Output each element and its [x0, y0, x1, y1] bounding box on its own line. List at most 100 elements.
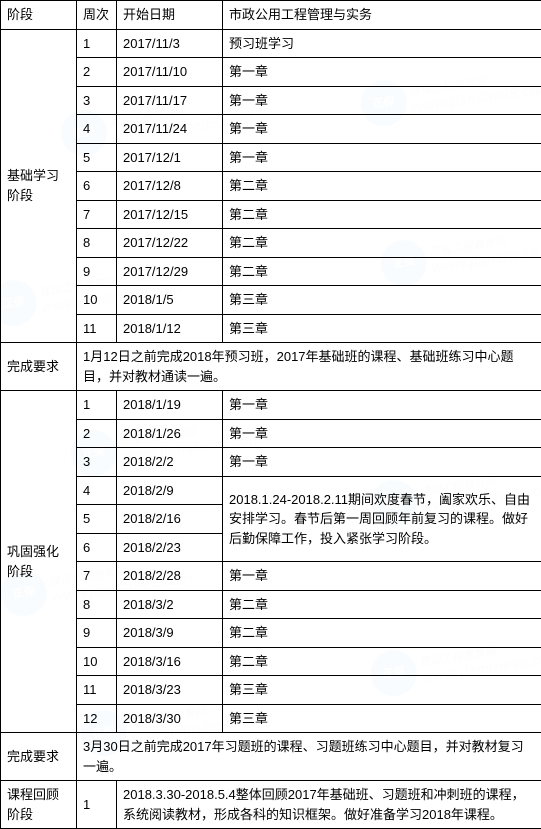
table-row: 22017/11/10第一章 — [1, 58, 541, 87]
content-cell: 第一章 — [223, 448, 541, 477]
date-cell: 2018/1/26 — [117, 419, 223, 448]
stage-name: 基础学习阶段 — [1, 29, 77, 343]
requirement-row: 完成要求3月30日之前完成2017年习题班的课程、习题班练习中心题目，并对教材复… — [1, 733, 541, 781]
content-cell: 第一章 — [223, 143, 541, 172]
content-cell: 第三章 — [223, 314, 541, 343]
content-cell: 第二章 — [223, 590, 541, 619]
table-row: 32017/11/17第一章 — [1, 86, 541, 115]
date-cell: 2017/12/15 — [117, 200, 223, 229]
date-cell: 2018/2/2 — [117, 448, 223, 477]
content-cell: 第一章 — [223, 86, 541, 115]
content-cell: 第一章 — [223, 562, 541, 591]
table-row: 课程回顾阶段12018.3.30-2018.5.4整体回顾2017年基础班、习题… — [1, 781, 541, 829]
week-cell: 5 — [77, 143, 117, 172]
schedule-table: 阶段周次开始日期市政公用工程管理与实务基础学习阶段12017/11/3预习班学习… — [0, 0, 541, 829]
stage-name: 课程回顾阶段 — [1, 781, 77, 829]
date-cell: 2017/12/22 — [117, 229, 223, 258]
table-row: 42017/11/24第一章 — [1, 115, 541, 144]
date-cell: 2018/2/28 — [117, 562, 223, 591]
date-cell: 2017/11/17 — [117, 86, 223, 115]
schedule-table-wrap: 阶段周次开始日期市政公用工程管理与实务基础学习阶段12017/11/3预习班学习… — [0, 0, 541, 829]
week-cell: 11 — [77, 314, 117, 343]
date-cell: 2018/2/16 — [117, 505, 223, 534]
content-cell: 第二章 — [223, 229, 541, 258]
week-cell: 4 — [77, 476, 117, 505]
content-cell: 第三章 — [223, 704, 541, 733]
week-cell: 2 — [77, 419, 117, 448]
week-cell: 2 — [77, 58, 117, 87]
table-row: 82017/12/22第二章 — [1, 229, 541, 258]
header-row: 阶段周次开始日期市政公用工程管理与实务 — [1, 1, 541, 30]
content-cell: 第二章 — [223, 647, 541, 676]
week-cell: 3 — [77, 448, 117, 477]
table-row: 102018/3/16第二章 — [1, 647, 541, 676]
week-cell: 7 — [77, 562, 117, 591]
merged-content-cell: 2018.1.24-2018.2.11期间欢度春节，阖家欢乐、自由安排学习。春节… — [223, 476, 541, 562]
content-cell: 第三章 — [223, 286, 541, 315]
stage-name: 巩固强化阶段 — [1, 391, 77, 733]
date-cell: 2018/1/5 — [117, 286, 223, 315]
date-cell: 2017/12/29 — [117, 257, 223, 286]
table-row: 122018/3/30第三章 — [1, 704, 541, 733]
table-row: 92018/3/9第二章 — [1, 619, 541, 648]
content-cell: 第二章 — [223, 619, 541, 648]
table-row: 52017/12/1第一章 — [1, 143, 541, 172]
requirement-row: 完成要求1月12日之前完成2018年预习班，2017年基础班的课程、基础班练习中… — [1, 343, 541, 391]
content-cell: 2018.3.30-2018.5.4整体回顾2017年基础班、习题班和冲刺班的课… — [117, 781, 541, 829]
week-cell: 5 — [77, 505, 117, 534]
table-row: 112018/3/23第三章 — [1, 676, 541, 705]
date-cell: 2018/1/19 — [117, 391, 223, 420]
table-row: 82018/3/2第二章 — [1, 590, 541, 619]
table-row: 42018/2/92018.1.24-2018.2.11期间欢度春节，阖家欢乐、… — [1, 476, 541, 505]
content-cell: 第三章 — [223, 676, 541, 705]
week-cell: 10 — [77, 647, 117, 676]
table-row: 112018/1/12第三章 — [1, 314, 541, 343]
date-cell: 2018/3/16 — [117, 647, 223, 676]
content-cell: 预习班学习 — [223, 29, 541, 58]
table-row: 72018/2/28第一章 — [1, 562, 541, 591]
week-cell: 11 — [77, 676, 117, 705]
week-cell: 1 — [77, 781, 117, 829]
week-cell: 4 — [77, 115, 117, 144]
header-date: 开始日期 — [117, 1, 223, 30]
content-cell: 第一章 — [223, 115, 541, 144]
date-cell: 2018/2/23 — [117, 533, 223, 562]
date-cell: 2018/1/12 — [117, 314, 223, 343]
table-row: 92017/12/29第二章 — [1, 257, 541, 286]
table-row: 62017/12/8第二章 — [1, 172, 541, 201]
header-stage: 阶段 — [1, 1, 77, 30]
week-cell: 8 — [77, 590, 117, 619]
requirement-text: 1月12日之前完成2018年预习班，2017年基础班的课程、基础班练习中心题目，… — [77, 343, 541, 391]
week-cell: 9 — [77, 257, 117, 286]
date-cell: 2017/12/8 — [117, 172, 223, 201]
date-cell: 2018/3/23 — [117, 676, 223, 705]
week-cell: 9 — [77, 619, 117, 648]
header-week: 周次 — [77, 1, 117, 30]
date-cell: 2017/12/1 — [117, 143, 223, 172]
content-cell: 第二章 — [223, 172, 541, 201]
week-cell: 1 — [77, 29, 117, 58]
week-cell: 6 — [77, 533, 117, 562]
table-row: 32018/2/2第一章 — [1, 448, 541, 477]
header-content: 市政公用工程管理与实务 — [223, 1, 541, 30]
week-cell: 12 — [77, 704, 117, 733]
week-cell: 6 — [77, 172, 117, 201]
date-cell: 2018/2/9 — [117, 476, 223, 505]
week-cell: 1 — [77, 391, 117, 420]
week-cell: 10 — [77, 286, 117, 315]
table-row: 102018/1/5第三章 — [1, 286, 541, 315]
content-cell: 第一章 — [223, 419, 541, 448]
content-cell: 第二章 — [223, 257, 541, 286]
week-cell: 3 — [77, 86, 117, 115]
date-cell: 2018/3/9 — [117, 619, 223, 648]
date-cell: 2017/11/24 — [117, 115, 223, 144]
week-cell: 8 — [77, 229, 117, 258]
content-cell: 第一章 — [223, 58, 541, 87]
requirement-label: 完成要求 — [1, 733, 77, 781]
date-cell: 2017/11/10 — [117, 58, 223, 87]
content-cell: 第一章 — [223, 391, 541, 420]
date-cell: 2018/3/30 — [117, 704, 223, 733]
requirement-label: 完成要求 — [1, 343, 77, 391]
content-cell: 第二章 — [223, 200, 541, 229]
requirement-text: 3月30日之前完成2017年习题班的课程、习题班练习中心题目，并对教材复习一遍。 — [77, 733, 541, 781]
